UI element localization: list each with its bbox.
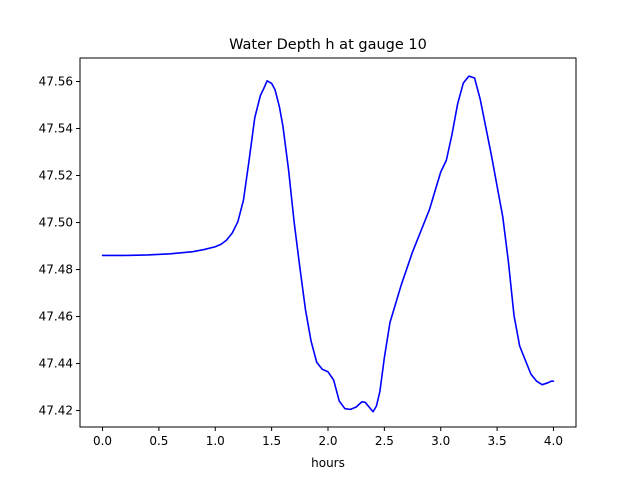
y-tick-label: 47.46: [39, 310, 73, 324]
x-tick-label: 1.0: [206, 434, 225, 448]
y-tick-label: 47.52: [39, 169, 73, 183]
x-tick-label: 0.0: [93, 434, 112, 448]
y-tick-label: 47.44: [39, 357, 73, 371]
y-tick-label: 47.56: [39, 75, 73, 89]
x-tick-label: 3.5: [488, 434, 507, 448]
y-tick-label: 47.48: [39, 263, 73, 277]
y-tick-label: 47.42: [39, 404, 73, 418]
series-layer: [101, 75, 555, 413]
tick-layer: 0.0 0.5 1.0 1.5 2.0 2.5 3.0 3.5 4.0 47.42 47.44 47.…: [39, 75, 563, 448]
chart-title: Water Depth h at gauge 10: [229, 37, 427, 53]
x-tick-label: 2.5: [375, 434, 394, 448]
x-tick-label: 2.0: [318, 434, 337, 448]
y-tick-label: 47.54: [39, 122, 73, 136]
x-tick-label: 0.5: [149, 434, 168, 448]
x-tick-label: 1.5: [262, 434, 281, 448]
plot-frame: [79, 57, 577, 428]
x-axis-label: hours: [311, 456, 345, 470]
y-tick-label: 47.50: [39, 216, 73, 230]
x-tick-label: 3.0: [431, 434, 450, 448]
series-line: [101, 75, 555, 413]
x-tick-label: 4.0: [544, 434, 563, 448]
